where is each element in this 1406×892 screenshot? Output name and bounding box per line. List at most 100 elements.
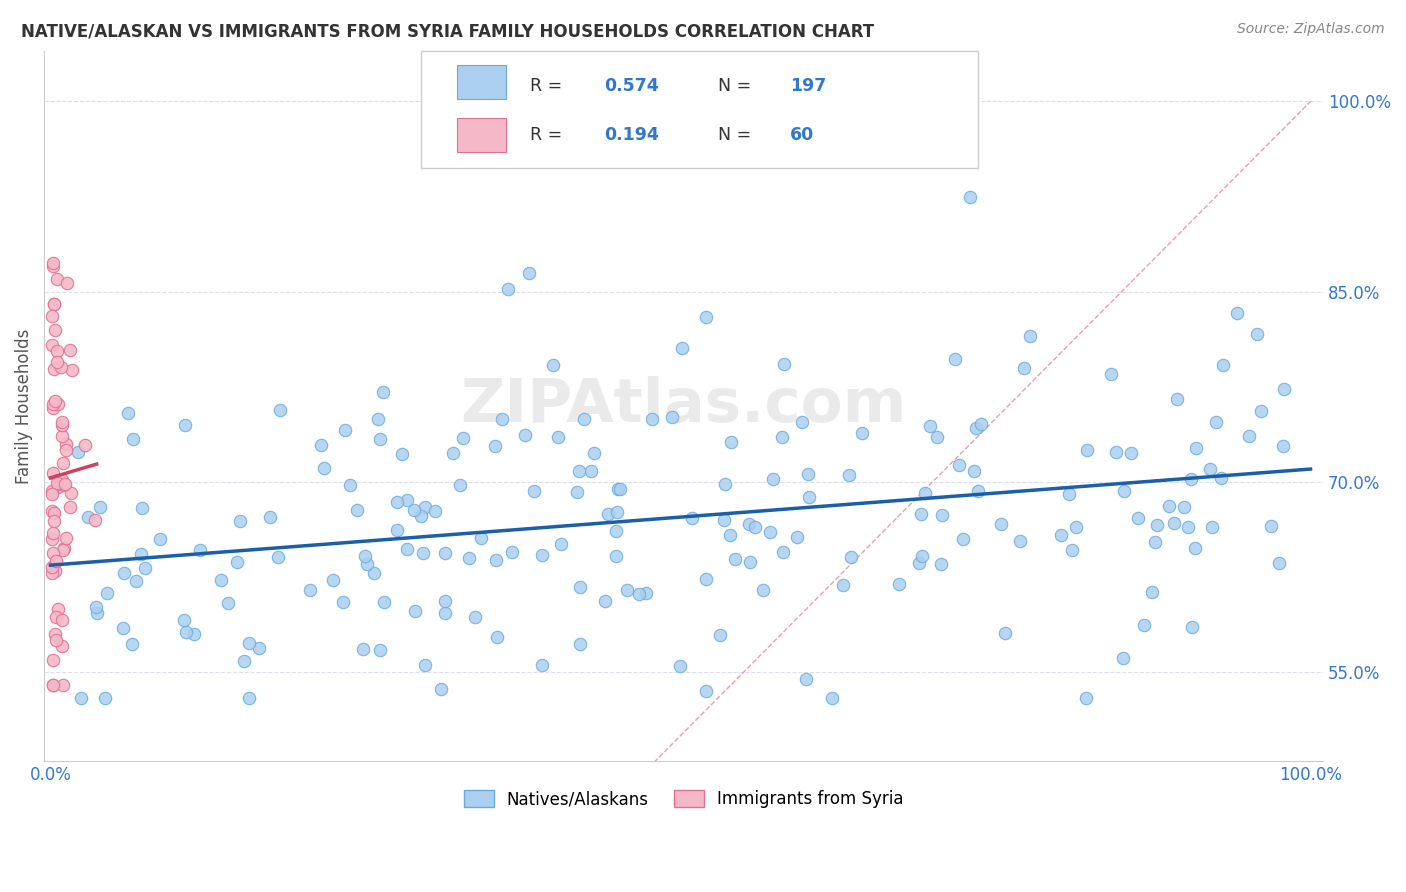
Point (314, 460, 336, 475)
Point (695, 572, 717, 586)
Point (541, 358, 564, 372)
Text: Source: ZipAtlas.com: Source: ZipAtlas.com (1237, 22, 1385, 37)
Point (385, 495, 408, 509)
Point (42, 506, 65, 520)
Point (173, 418, 195, 433)
Point (773, 357, 796, 371)
Point (1173, 500, 1195, 514)
Point (42, 397, 65, 411)
Point (55, 436, 77, 450)
Point (616, 583, 638, 598)
Point (433, 546, 456, 560)
Point (1250, 404, 1272, 418)
Point (183, 627, 205, 641)
Text: N =: N = (718, 77, 756, 95)
Point (1237, 429, 1260, 443)
Point (887, 577, 910, 591)
Point (713, 513, 735, 527)
Point (83, 513, 105, 527)
Point (42, 546, 65, 560)
Point (606, 482, 628, 496)
Point (1166, 392, 1188, 406)
Point (1010, 534, 1032, 549)
Point (1201, 520, 1223, 534)
Point (1246, 326, 1268, 341)
Point (134, 561, 156, 575)
Point (149, 532, 172, 546)
Point (1105, 444, 1128, 458)
Point (94, 690, 117, 705)
Point (53, 477, 76, 491)
Point (433, 607, 456, 621)
Point (309, 438, 332, 452)
Point (720, 435, 742, 450)
Point (217, 596, 239, 610)
Point (339, 478, 361, 492)
Point (356, 557, 378, 571)
Point (69, 690, 91, 705)
Point (718, 528, 741, 542)
Point (1212, 358, 1234, 372)
Point (990, 517, 1012, 532)
Point (402, 502, 425, 516)
Point (1126, 510, 1149, 524)
Point (173, 613, 195, 627)
Point (122, 432, 145, 446)
Point (46, 343, 69, 358)
Point (796, 672, 818, 686)
Point (911, 549, 934, 564)
Point (908, 557, 931, 571)
Point (352, 642, 374, 657)
Point (758, 524, 780, 539)
Text: NATIVE/ALASKAN VS IMMIGRANTS FROM SYRIA FAMILY HOUSEHOLDS CORRELATION CHART: NATIVE/ALASKAN VS IMMIGRANTS FROM SYRIA … (21, 22, 875, 40)
Point (661, 409, 683, 424)
Point (1057, 486, 1080, 500)
Point (1184, 441, 1206, 455)
Text: 60: 60 (790, 126, 814, 144)
Point (52, 478, 75, 492)
Point (839, 549, 862, 564)
Point (41, 533, 63, 547)
Point (59, 343, 82, 357)
Point (948, 458, 970, 472)
Point (322, 574, 344, 588)
Text: 0.194: 0.194 (605, 126, 659, 144)
Point (565, 485, 588, 500)
Point (1076, 442, 1098, 457)
Point (628, 586, 651, 600)
Point (738, 555, 761, 569)
Point (517, 266, 540, 280)
Point (695, 684, 717, 698)
Point (41, 338, 63, 352)
Point (583, 446, 606, 460)
Point (44, 393, 66, 408)
Point (55, 443, 77, 458)
Point (1260, 519, 1282, 533)
Text: 197: 197 (790, 77, 827, 95)
Point (1119, 446, 1142, 460)
Point (1199, 462, 1222, 476)
Point (404, 604, 426, 618)
Point (967, 483, 990, 498)
Point (1140, 585, 1163, 599)
Point (370, 433, 392, 447)
Point (52, 456, 75, 470)
Point (46, 602, 69, 616)
Point (247, 640, 270, 655)
Point (464, 610, 486, 624)
Point (799, 490, 821, 504)
Point (640, 412, 662, 426)
Point (41, 559, 63, 574)
Point (927, 430, 949, 444)
Legend: Natives/Alaskans, Immigrants from Syria: Natives/Alaskans, Immigrants from Syria (456, 782, 912, 817)
Point (42, 361, 65, 376)
Point (41, 487, 63, 501)
Point (970, 417, 993, 432)
Point (994, 626, 1017, 640)
Point (959, 189, 981, 203)
Point (484, 439, 506, 453)
Point (1144, 535, 1167, 549)
Point (332, 594, 354, 608)
Point (267, 549, 290, 564)
Point (354, 549, 377, 563)
